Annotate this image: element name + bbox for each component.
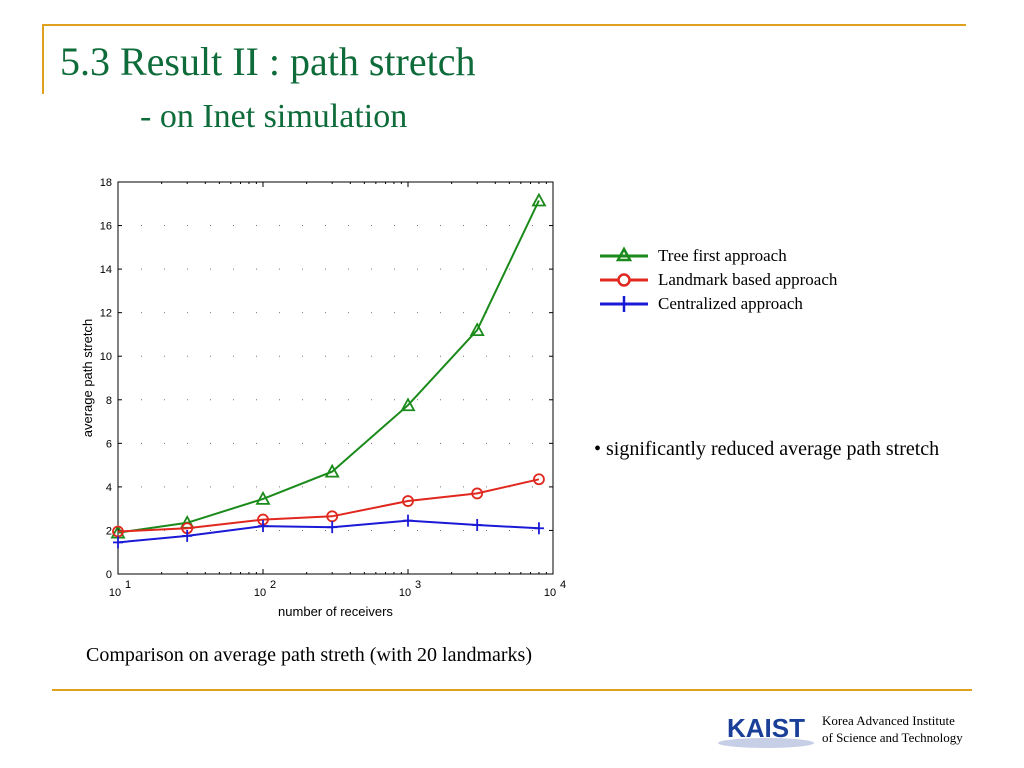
org-name: Korea Advanced Institute of Science and … bbox=[822, 712, 963, 746]
x-tick-exponent: 1 bbox=[125, 579, 131, 591]
y-tick-label: 6 bbox=[106, 438, 112, 450]
y-tick-label: 4 bbox=[106, 482, 112, 494]
legend-label-tree: Tree first approach bbox=[658, 246, 787, 265]
x-tick-exponent: 4 bbox=[560, 579, 566, 591]
data-point-centralized bbox=[258, 520, 268, 533]
data-point-tree bbox=[255, 490, 271, 505]
data-point-tree bbox=[531, 192, 547, 207]
legend-label-landmark: Landmark based approach bbox=[658, 270, 838, 289]
x-tick-label: 10 bbox=[399, 587, 411, 599]
left-rule bbox=[42, 24, 44, 94]
logo-text: KAIST bbox=[727, 713, 805, 743]
data-point-centralized bbox=[327, 521, 338, 534]
y-tick-label: 2 bbox=[106, 525, 112, 537]
legend-item-centralized: Centralized approach bbox=[598, 292, 837, 316]
legend-item-tree: Tree first approach bbox=[598, 244, 837, 268]
data-point-centralized bbox=[113, 536, 123, 549]
org-name-line2: of Science and Technology bbox=[822, 730, 963, 745]
bottom-rule bbox=[52, 689, 972, 691]
x-tick-label: 10 bbox=[109, 587, 121, 599]
triangle-marker-icon bbox=[600, 246, 648, 262]
data-point-centralized bbox=[472, 519, 483, 531]
org-name-line1: Korea Advanced Institute bbox=[822, 713, 955, 728]
y-tick-label: 18 bbox=[100, 177, 112, 189]
x-axis-label: number of receivers bbox=[278, 604, 393, 619]
plus-marker-icon bbox=[600, 296, 648, 312]
circle-marker-icon bbox=[600, 273, 648, 287]
y-axis-label: average path stretch bbox=[80, 319, 95, 438]
legend-item-landmark: Landmark based approach bbox=[598, 268, 837, 292]
x-tick-label: 10 bbox=[254, 587, 266, 599]
y-tick-label: 14 bbox=[100, 264, 112, 276]
data-point-centralized bbox=[533, 522, 544, 535]
bullet-point: • significantly reduced average path str… bbox=[594, 438, 940, 460]
data-point-landmark bbox=[471, 487, 484, 500]
legend-label-centralized: Centralized approach bbox=[658, 294, 803, 313]
series-line-0 bbox=[117, 200, 540, 534]
kaist-logo: KAIST bbox=[718, 713, 814, 748]
x-tick-exponent: 3 bbox=[415, 579, 421, 591]
data-point-centralized bbox=[182, 529, 193, 542]
x-tick-exponent: 2 bbox=[270, 579, 276, 591]
slide-subtitle: - on Inet simulation bbox=[140, 98, 408, 135]
data-point-tree bbox=[400, 397, 416, 412]
y-tick-label: 12 bbox=[100, 308, 112, 320]
chart-caption: Comparison on average path streth (with … bbox=[86, 644, 532, 666]
plot-frame bbox=[117, 181, 554, 575]
y-tick-label: 10 bbox=[100, 351, 112, 363]
data-point-landmark bbox=[402, 495, 414, 507]
series-line-1 bbox=[117, 478, 540, 533]
slide-title: 5.3 Result II : path stretch bbox=[60, 39, 476, 84]
y-tick-label: 8 bbox=[106, 395, 112, 407]
data-point-tree bbox=[469, 322, 485, 336]
chart-legend: Tree first approach Landmark based appro… bbox=[598, 244, 837, 316]
x-tick-label: 10 bbox=[544, 587, 556, 599]
top-rule bbox=[42, 24, 966, 26]
data-point-landmark bbox=[533, 473, 545, 486]
y-tick-label: 16 bbox=[100, 221, 112, 233]
data-point-centralized bbox=[403, 514, 413, 527]
y-tick-label: 0 bbox=[106, 569, 112, 581]
data-point-tree bbox=[324, 463, 340, 478]
